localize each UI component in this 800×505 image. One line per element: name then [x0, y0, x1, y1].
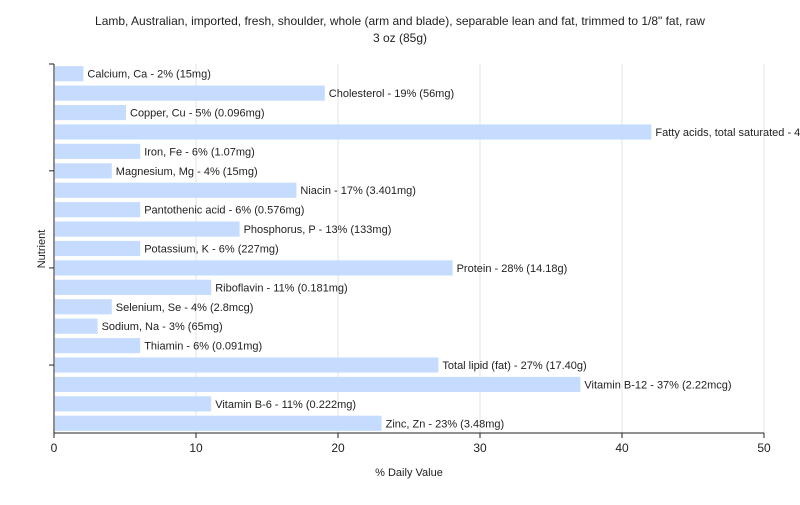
x-tick-label-50: 50	[757, 441, 771, 455]
bar-1	[55, 85, 325, 101]
bar-11	[55, 279, 212, 295]
bar-13	[55, 318, 98, 334]
bar-label-10: Protein - 28% (14.18g)	[457, 263, 568, 275]
chart-title-line-1: Lamb, Australian, imported, fresh, shoul…	[95, 14, 705, 28]
axes: 0 10 20 30 40 50	[49, 63, 771, 455]
bar-0	[55, 66, 84, 82]
bar-9	[55, 240, 141, 257]
bar-7	[55, 202, 141, 218]
bar-label-15: Total lipid (fat) - 27% (17.40g)	[442, 360, 586, 372]
bar-label-18: Zinc, Zn - 23% (3.48mg)	[386, 418, 505, 430]
bar-16	[55, 376, 581, 393]
x-tick-label-40: 40	[615, 441, 629, 455]
bar-6	[55, 182, 297, 198]
bar-5	[55, 163, 112, 179]
chart-title-line-2: 3 oz (85g)	[373, 31, 427, 45]
x-axis-label: % Daily Value	[375, 467, 443, 479]
bar-label-2: Copper, Cu - 5% (0.096mg)	[130, 108, 265, 120]
bar-3	[55, 124, 652, 140]
bar-label-16: Vitamin B-12 - 37% (2.22mcg)	[584, 379, 731, 391]
x-tick-label-10: 10	[189, 441, 203, 455]
bar-label-5: Magnesium, Mg - 4% (15mg)	[116, 166, 258, 178]
bar-label-13: Sodium, Na - 3% (65mg)	[102, 321, 223, 333]
bar-18	[55, 415, 382, 431]
bar-label-9: Potassium, K - 6% (227mg)	[144, 244, 279, 256]
bar-label-7: Pantothenic acid - 6% (0.576mg)	[144, 205, 304, 217]
bar-12	[55, 299, 112, 315]
bar-2	[55, 104, 126, 121]
bar-label-17: Vitamin B-6 - 11% (0.222mg)	[215, 399, 356, 411]
x-tick-label-0: 0	[51, 441, 58, 455]
bar-label-4: Iron, Fe - 6% (1.07mg)	[144, 146, 255, 158]
bars: Calcium, Ca - 2% (15mg) Cholesterol - 19%…	[55, 66, 800, 431]
bar-15	[55, 357, 439, 373]
bar-label-11: Riboflavin - 11% (0.181mg)	[215, 282, 347, 294]
x-tick-label-20: 20	[331, 441, 345, 455]
bar-10	[55, 260, 453, 276]
bar-14	[55, 338, 141, 354]
bar-label-1: Cholesterol - 19% (56mg)	[329, 88, 454, 100]
bar-label-3: Fatty acids, total saturated - 42% (8.42…	[655, 127, 800, 139]
bar-label-8: Phosphorus, P - 13% (133mg)	[244, 224, 392, 236]
bar-label-12: Selenium, Se - 4% (2.8mcg)	[116, 302, 254, 314]
bar-label-0: Calcium, Ca - 2% (15mg)	[87, 69, 210, 81]
bar-label-14: Thiamin - 6% (0.091mg)	[144, 341, 262, 353]
bar-8	[55, 221, 240, 237]
bar-17	[55, 396, 212, 412]
bar-label-6: Niacin - 17% (3.401mg)	[300, 185, 416, 197]
y-axis-label: Nutrient	[36, 230, 48, 269]
x-tick-label-30: 30	[473, 441, 487, 455]
bar-4	[55, 143, 141, 159]
